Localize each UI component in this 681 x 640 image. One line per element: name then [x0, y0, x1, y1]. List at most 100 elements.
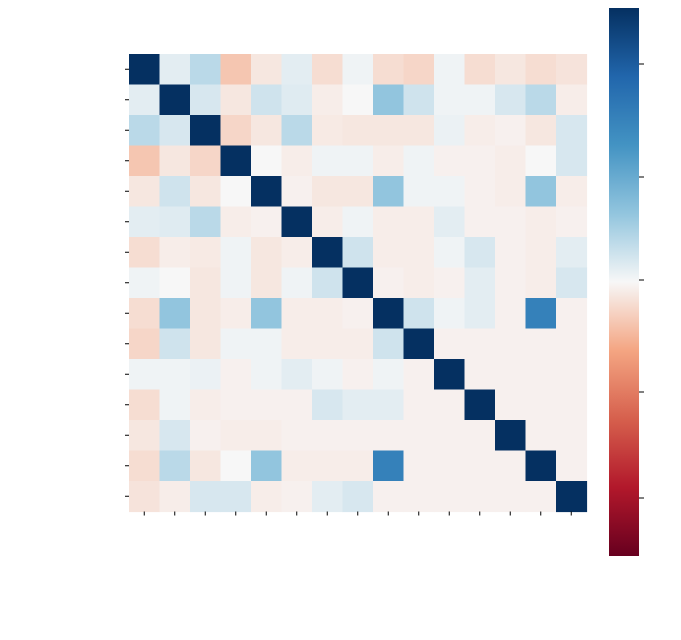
heatmap-cell [159, 450, 191, 482]
heatmap-cell [220, 298, 252, 330]
heatmap-cell [434, 54, 466, 86]
heatmap-cell [159, 54, 191, 86]
heatmap-cell [464, 145, 496, 177]
heatmap-cell [556, 176, 588, 208]
heatmap-cell [129, 84, 161, 116]
heatmap-cell [434, 328, 466, 360]
heatmap-cell [434, 206, 466, 238]
heatmap-cell [525, 84, 557, 116]
heatmap-cell [556, 206, 588, 238]
heatmap-cell [159, 359, 191, 391]
heatmap-cell [251, 420, 283, 452]
heatmap-cell [281, 420, 313, 452]
heatmap-cell [464, 389, 496, 421]
heatmap-cell [159, 206, 191, 238]
heatmap-cell [281, 481, 313, 513]
heatmap-cell [464, 115, 496, 147]
heatmap-cell [220, 359, 252, 391]
heatmap-cell [312, 267, 344, 299]
heatmap-cell [129, 328, 161, 360]
heatmap-cell [342, 389, 374, 421]
heatmap-cell [495, 389, 527, 421]
heatmap-cell [525, 389, 557, 421]
heatmap-cell [190, 481, 222, 513]
heatmap-cell [464, 450, 496, 482]
heatmap-cell [434, 84, 466, 116]
heatmap-cell [190, 54, 222, 86]
heatmap-cell [373, 206, 405, 238]
heatmap-cell [464, 359, 496, 391]
heatmap-cell [251, 389, 283, 421]
heatmap-cell [312, 84, 344, 116]
heatmap-cell [434, 176, 466, 208]
heatmap-cell [342, 359, 374, 391]
heatmap-cell [220, 389, 252, 421]
heatmap-cell [342, 84, 374, 116]
heatmap-cell [464, 176, 496, 208]
heatmap-cell [525, 115, 557, 147]
heatmap-cell [312, 206, 344, 238]
heatmap-cell [220, 145, 252, 177]
heatmap-cell [495, 115, 527, 147]
heatmap-cell [373, 237, 405, 269]
heatmap-cell [403, 389, 435, 421]
heatmap-cell [220, 206, 252, 238]
heatmap-cell [403, 176, 435, 208]
heatmap-cell [464, 54, 496, 86]
heatmap-cell [556, 298, 588, 330]
heatmap-cell [525, 237, 557, 269]
heatmap-cell [342, 237, 374, 269]
heatmap-cell [251, 176, 283, 208]
heatmap-cell [373, 54, 405, 86]
heatmap-cell [464, 237, 496, 269]
heatmap-cell [190, 389, 222, 421]
heatmap-cell [190, 115, 222, 147]
heatmap-cell [312, 115, 344, 147]
heatmap-cell [312, 328, 344, 360]
heatmap-cell [129, 115, 161, 147]
heatmap-cell [556, 359, 588, 391]
heatmap-cell [312, 450, 344, 482]
heatmap-cell [556, 420, 588, 452]
heatmap-cell [373, 176, 405, 208]
heatmap-cell [220, 54, 252, 86]
heatmap-cell [525, 450, 557, 482]
heatmap-cell [159, 389, 191, 421]
heatmap-cell [190, 450, 222, 482]
heatmap-cell [220, 481, 252, 513]
heatmap-cell [159, 267, 191, 299]
heatmap-cell [251, 54, 283, 86]
heatmap-cell [129, 420, 161, 452]
heatmap-cell [434, 145, 466, 177]
heatmap-cell [373, 298, 405, 330]
heatmap-cell [342, 450, 374, 482]
heatmap-cell [159, 176, 191, 208]
heatmap-cell [342, 267, 374, 299]
heatmap-cell [281, 389, 313, 421]
heatmap-cell [556, 389, 588, 421]
heatmap-cell [525, 145, 557, 177]
heatmap-cell [312, 359, 344, 391]
heatmap-cell [281, 206, 313, 238]
colorbar-gradient [609, 8, 639, 556]
heatmap-cell [434, 389, 466, 421]
heatmap-cell [342, 420, 374, 452]
heatmap-cell [281, 359, 313, 391]
heatmap-cell [464, 206, 496, 238]
heatmap-cell [403, 206, 435, 238]
heatmap-cell [129, 267, 161, 299]
heatmap-cell [220, 176, 252, 208]
heatmap-cell [159, 84, 191, 116]
heatmap-cell [556, 267, 588, 299]
heatmap-cell [464, 328, 496, 360]
heatmap-cell [464, 84, 496, 116]
heatmap-cell [251, 84, 283, 116]
heatmap-cell [373, 267, 405, 299]
heatmap-cell [251, 481, 283, 513]
heatmap-cell [525, 481, 557, 513]
heatmap-cell [159, 115, 191, 147]
heatmap-cell [373, 450, 405, 482]
heatmap-cell [220, 420, 252, 452]
heatmap-cell [495, 298, 527, 330]
heatmap-cell [190, 145, 222, 177]
